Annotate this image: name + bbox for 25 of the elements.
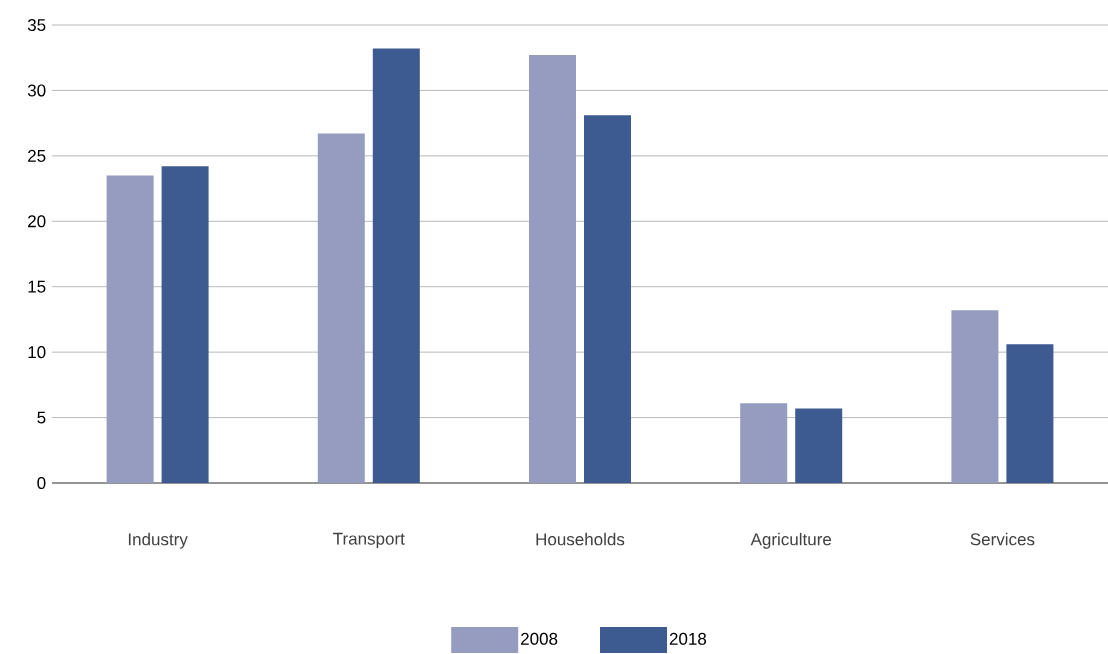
legend-label: 2018 xyxy=(669,632,707,645)
y-tick-label: 0 xyxy=(37,476,46,490)
x-tick-label: Households xyxy=(536,532,625,546)
bar xyxy=(740,403,788,483)
legend-label: 2008 xyxy=(521,632,558,645)
bar xyxy=(951,310,999,483)
y-tick-label: 10 xyxy=(28,346,46,359)
y-tick-label: 25 xyxy=(28,149,46,162)
y-tick-label: 30 xyxy=(27,84,46,97)
x-tick-label: Services xyxy=(970,532,1035,546)
bar xyxy=(529,55,576,483)
y-tick-label: 20 xyxy=(28,215,46,228)
bar xyxy=(106,175,154,483)
y-tick-label: 35 xyxy=(27,18,46,32)
bar xyxy=(1006,344,1054,483)
y-tick-label: 15 xyxy=(28,280,46,293)
bar xyxy=(584,115,631,483)
x-tick-label: Transport xyxy=(333,532,405,549)
x-tick-label: Agriculture xyxy=(750,532,832,549)
y-tick-label: 5 xyxy=(37,411,46,424)
bar xyxy=(795,408,843,483)
bar xyxy=(317,133,365,483)
x-tick-label: Industry xyxy=(128,532,188,549)
bar xyxy=(372,48,420,483)
bar xyxy=(161,166,209,483)
